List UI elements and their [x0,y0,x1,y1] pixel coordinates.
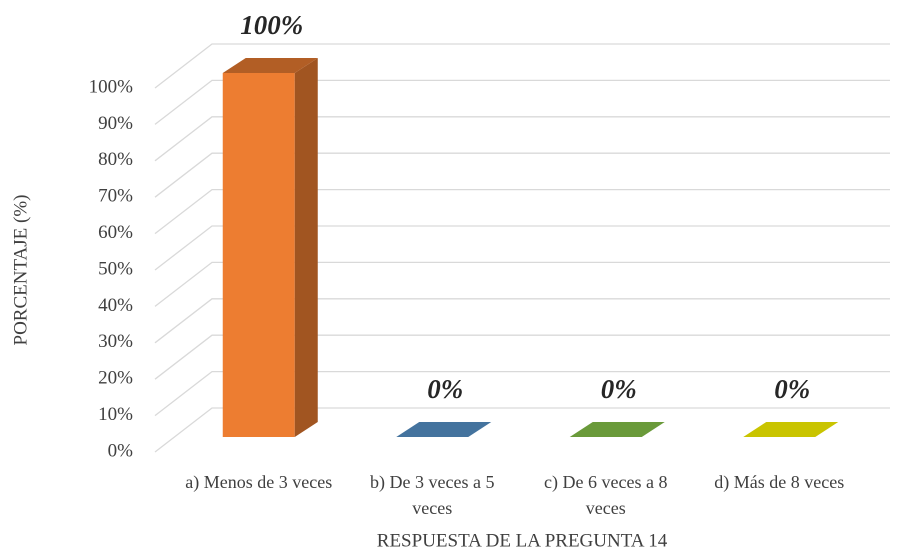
y-tick-label: 40% [98,295,133,316]
bar-top [222,58,318,73]
x-tick-label: b) De 3 veces a 5 veces [370,472,495,518]
x-tick-label: a) Menos de 3 veces [185,472,333,492]
value-label: 0% [427,374,463,404]
y-tick-label: 90% [98,113,133,134]
grid-line [154,261,890,307]
bar-top [743,422,839,437]
y-tick-label: 70% [98,186,133,207]
value-label: 0% [601,374,637,404]
bar [222,58,318,437]
bar-side [294,58,318,437]
bar [569,422,665,437]
grid-line [154,79,890,125]
grid-line [154,152,890,198]
y-tick-label: 20% [98,368,133,389]
bar-top [396,422,492,437]
value-label: 100% [240,10,303,40]
y-tick-label: 80% [98,149,133,170]
grid-line [154,407,890,453]
x-axis-title: RESPUESTA DE LA PREGUNTA 14 [377,530,668,551]
bar-front [222,73,295,437]
value-label: 0% [774,374,810,404]
y-tick-label: 0% [108,440,134,461]
grid-line [154,116,890,162]
y-tick-label: 30% [98,331,133,352]
x-tick-label: d) Más de 8 veces [714,472,845,492]
y-tick-label: 60% [98,222,133,243]
y-tick-label: 100% [89,76,134,97]
y-tick-label: 10% [98,404,133,425]
grid-line [154,334,890,380]
x-tick-label: c) De 6 veces a 8 veces [544,472,668,518]
grid-line [154,225,890,271]
grid-line [154,370,890,417]
grid-line [154,43,890,89]
y-tick-label: 50% [98,258,133,279]
bar-top [569,422,665,437]
y-axis-title: PORCENTAJE (%) [10,195,31,346]
bar [396,422,492,437]
bar [743,422,839,437]
grid-line [154,298,890,344]
grid-line [154,188,890,235]
